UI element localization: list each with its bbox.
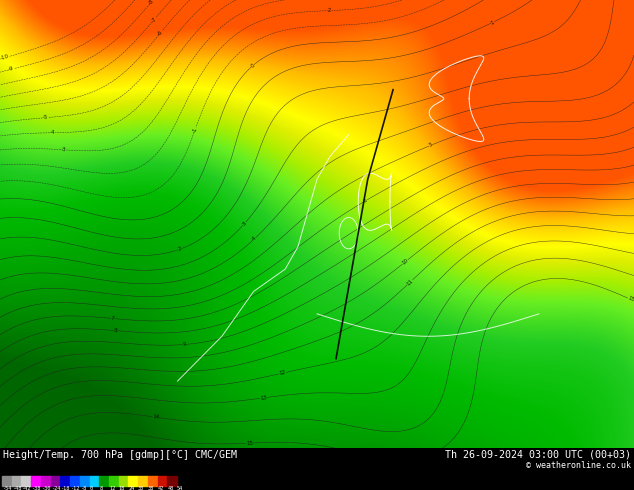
Text: -12: -12	[70, 487, 79, 490]
Text: 24: 24	[129, 487, 134, 490]
Bar	[158, 476, 167, 486]
Bar	[22, 476, 31, 486]
Text: -1: -1	[191, 126, 198, 133]
Text: © weatheronline.co.uk: © weatheronline.co.uk	[526, 461, 631, 470]
Bar	[148, 476, 158, 486]
Text: -30: -30	[41, 487, 50, 490]
Bar	[31, 476, 41, 486]
Text: 12: 12	[109, 487, 115, 490]
Text: 9: 9	[183, 342, 186, 347]
Bar	[41, 476, 51, 486]
Text: Height/Temp. 700 hPa [gdmp][°C] CMC/GEM: Height/Temp. 700 hPa [gdmp][°C] CMC/GEM	[3, 450, 237, 460]
Bar	[119, 476, 129, 486]
Text: 15: 15	[626, 295, 634, 303]
Text: 0: 0	[89, 487, 93, 490]
Text: 7: 7	[111, 316, 115, 321]
Bar	[109, 476, 119, 486]
Text: -24: -24	[51, 487, 60, 490]
Text: -7: -7	[150, 16, 158, 24]
Text: 14: 14	[152, 414, 160, 420]
Text: 11: 11	[406, 278, 415, 286]
Text: -2: -2	[326, 8, 332, 13]
Bar	[89, 476, 100, 486]
Text: 8: 8	[113, 328, 117, 333]
Text: 30: 30	[138, 487, 145, 490]
Bar	[100, 476, 109, 486]
Text: 54: 54	[177, 487, 183, 490]
Text: 2: 2	[177, 246, 182, 252]
Bar	[138, 476, 148, 486]
Text: -8: -8	[80, 487, 86, 490]
Bar	[167, 476, 177, 486]
Text: 3: 3	[242, 220, 248, 226]
Text: 0: 0	[250, 63, 256, 69]
Text: -5: -5	[42, 115, 48, 121]
Text: -4: -4	[49, 130, 55, 135]
Text: 8: 8	[100, 487, 102, 490]
Bar	[2, 476, 11, 486]
Text: 18: 18	[119, 487, 125, 490]
Text: 42: 42	[158, 487, 164, 490]
Text: Th 26-09-2024 03:00 UTC (00+03): Th 26-09-2024 03:00 UTC (00+03)	[445, 450, 631, 460]
Text: -38: -38	[31, 487, 41, 490]
Text: -3: -3	[61, 147, 67, 152]
Text: 38: 38	[148, 487, 154, 490]
Text: -8: -8	[148, 0, 155, 5]
Text: -9: -9	[8, 66, 15, 73]
Bar	[60, 476, 70, 486]
Text: -6: -6	[157, 29, 164, 37]
Text: 13: 13	[260, 395, 268, 401]
Text: 4: 4	[251, 236, 257, 242]
Text: 10: 10	[401, 258, 410, 266]
Text: 15: 15	[246, 441, 253, 446]
Bar	[51, 476, 60, 486]
Text: -48: -48	[11, 487, 21, 490]
Text: 48: 48	[167, 487, 174, 490]
Text: -42: -42	[22, 487, 31, 490]
Text: -18: -18	[60, 487, 70, 490]
Bar	[70, 476, 80, 486]
Text: -10: -10	[0, 54, 10, 61]
Text: 6: 6	[363, 198, 368, 204]
Text: -54: -54	[2, 487, 11, 490]
Text: 5: 5	[428, 143, 433, 148]
Bar	[129, 476, 138, 486]
Text: 12: 12	[279, 370, 287, 376]
Bar	[80, 476, 89, 486]
Bar	[11, 476, 22, 486]
Text: 1: 1	[490, 20, 495, 25]
